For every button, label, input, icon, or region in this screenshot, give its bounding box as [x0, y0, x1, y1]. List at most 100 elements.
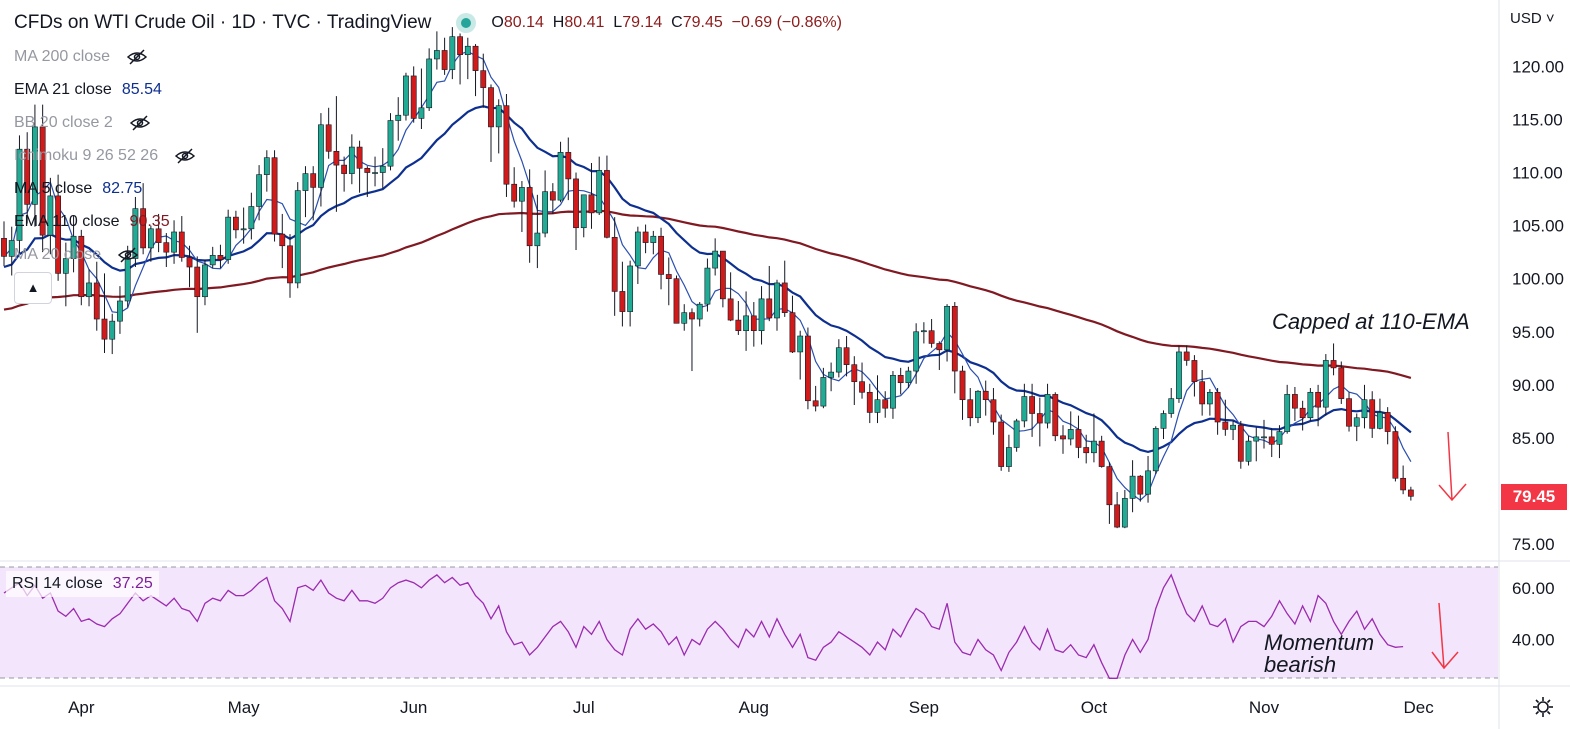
- candle-body: [866, 391, 873, 413]
- indicator-name: EMA 110 close: [14, 213, 120, 230]
- time-tick-label: Nov: [1249, 698, 1280, 717]
- candle-body: [982, 390, 989, 401]
- candle-body: [1152, 428, 1159, 472]
- low-label: L: [613, 14, 623, 31]
- candle-body: [565, 152, 572, 180]
- candle-body: [1129, 475, 1136, 499]
- price-tick-label: 75.00: [1512, 535, 1555, 554]
- candle-body: [32, 126, 38, 205]
- indicator-legend-row[interactable]: MA 200 close: [14, 46, 148, 68]
- candle-body: [1353, 417, 1360, 427]
- candle-body: [820, 377, 827, 407]
- candle-body: [1237, 424, 1244, 462]
- time-tick-label: May: [228, 698, 261, 717]
- candle-body: [202, 264, 208, 298]
- eye-crossed-icon[interactable]: [174, 148, 196, 164]
- candle-body: [1060, 435, 1066, 440]
- candle-body: [333, 151, 340, 166]
- candle-body: [511, 183, 518, 202]
- candle-body: [8, 240, 15, 257]
- indicator-legend-row[interactable]: Ichimoku 9 26 52 26: [14, 145, 196, 167]
- candle-body: [263, 157, 270, 175]
- indicator-value: 82.75: [102, 180, 143, 197]
- candle-body: [719, 250, 726, 300]
- candle-body: [117, 300, 123, 322]
- candle-body: [403, 75, 409, 116]
- candle-body: [604, 170, 610, 238]
- indicator-legend-row[interactable]: MA 5 close 82.75: [14, 178, 142, 200]
- candle-body: [967, 399, 974, 419]
- candle-body: [178, 231, 185, 258]
- candle-body: [1091, 440, 1097, 454]
- price-tick-label: 95.00: [1512, 323, 1555, 342]
- time-tick-label: Aug: [739, 698, 769, 717]
- indicator-legend-row[interactable]: MA 20 close: [14, 244, 139, 266]
- rsi-legend: RSI 14 close 37.25: [6, 571, 159, 597]
- candle-body: [1299, 407, 1306, 419]
- indicator-legend-row[interactable]: EMA 110 close 90.35: [14, 211, 170, 233]
- candle-body: [1346, 398, 1352, 427]
- open-label: O: [491, 14, 504, 31]
- candle-body: [797, 335, 804, 353]
- candle-body: [936, 343, 943, 351]
- indicator-name: BB 20 close 2: [14, 114, 113, 131]
- candle-body: [1121, 498, 1128, 528]
- candle-body: [642, 231, 649, 243]
- chart-header: CFDs on WTI Crude Oil · 1D · TVC · Tradi…: [14, 10, 842, 36]
- candle-body: [1191, 360, 1198, 382]
- time-tick-label: Jun: [400, 698, 427, 717]
- collapse-legend-button[interactable]: ▲: [14, 272, 52, 304]
- candle-body: [580, 194, 587, 229]
- candle-body: [1369, 399, 1376, 429]
- candle-body: [944, 305, 950, 351]
- candle-body: [1377, 412, 1383, 429]
- eye-crossed-icon[interactable]: [117, 247, 139, 263]
- eye-crossed-icon[interactable]: [129, 115, 151, 131]
- candle-body: [1075, 429, 1082, 448]
- settings-gear-icon[interactable]: [1530, 694, 1556, 720]
- candle-body: [356, 146, 363, 169]
- candle-body: [758, 298, 765, 332]
- ema21-line: [3, 105, 1412, 454]
- chevron-down-icon: ˅: [1541, 10, 1555, 27]
- candle-body: [86, 282, 92, 298]
- close-value: 79.45: [682, 14, 723, 31]
- candle-body: [1005, 447, 1012, 467]
- candle-body: [155, 228, 162, 243]
- time-tick-label: Sep: [909, 698, 939, 717]
- rsi-band: [0, 567, 1498, 678]
- candle-body: [874, 399, 881, 413]
- candle-body: [774, 282, 780, 319]
- candle-body: [650, 235, 657, 243]
- candle-body: [781, 282, 788, 313]
- candle-body: [1036, 413, 1043, 424]
- rsi-name[interactable]: RSI 14 close: [12, 575, 103, 592]
- candle-body: [789, 312, 796, 353]
- candle-body: [248, 206, 255, 230]
- ohlc-readout: O80.14 H80.41 L79.14 C79.45 −0.69 (−0.86…: [491, 14, 842, 32]
- candle-body: [287, 245, 293, 284]
- symbol-title[interactable]: CFDs on WTI Crude Oil · 1D · TVC · Tradi…: [14, 12, 432, 33]
- candle-body: [418, 107, 425, 119]
- candle-body: [1114, 504, 1121, 528]
- candle-body: [70, 235, 77, 259]
- indicator-legend-row[interactable]: EMA 21 close 85.54: [14, 79, 162, 101]
- candle-body: [449, 36, 456, 70]
- candle-body: [364, 167, 371, 173]
- candle-body: [171, 231, 177, 253]
- candle-body: [495, 105, 502, 128]
- candle-body: [611, 236, 618, 292]
- candle-body: [279, 233, 286, 247]
- high-value: 80.41: [564, 14, 605, 31]
- candle-body: [109, 320, 116, 340]
- candle-body: [1137, 475, 1144, 495]
- indicator-legend-row[interactable]: BB 20 close 2: [14, 112, 151, 134]
- candle-body: [217, 255, 224, 260]
- candle-body: [1315, 391, 1321, 408]
- eye-crossed-icon[interactable]: [126, 49, 148, 65]
- indicator-name: EMA 21 close: [14, 81, 112, 98]
- candle-body: [464, 45, 471, 56]
- currency-selector[interactable]: USD ˅: [1510, 10, 1555, 27]
